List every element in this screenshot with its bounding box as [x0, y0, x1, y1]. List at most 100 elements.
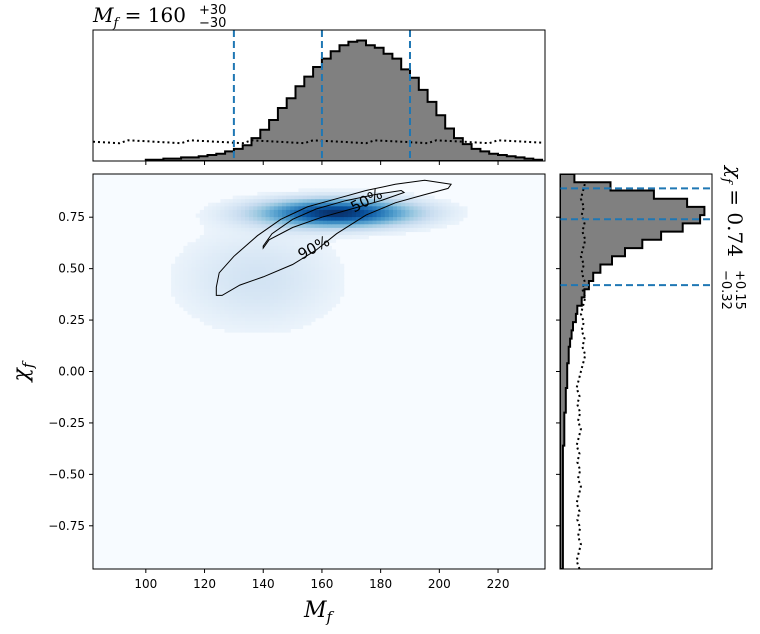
- heatmap-cell: [294, 292, 300, 297]
- heatmap-cell: [257, 274, 263, 279]
- heatmap-cell: [282, 267, 287, 272]
- heatmap-cell: [397, 220, 402, 225]
- heatmap-cell: [372, 199, 378, 204]
- right-marginal-title: χf = 0.74 +0.15 −0.32: [718, 164, 747, 310]
- heatmap-cell: [253, 202, 258, 207]
- heatmap-cell: [347, 191, 353, 197]
- heatmap-cell: [249, 310, 254, 315]
- heatmap-cell: [179, 253, 184, 258]
- heatmap-cell: [319, 270, 324, 276]
- heatmap-cell: [203, 206, 209, 211]
- heatmap-cell: [372, 191, 378, 197]
- heatmap-cell: [294, 274, 300, 279]
- heatmap-cell: [364, 220, 369, 225]
- heatmap-cell: [257, 292, 263, 297]
- heatmap-cell: [327, 191, 332, 197]
- heatmap-cell: [273, 281, 279, 286]
- heatmap-cell: [339, 224, 345, 229]
- heatmap-cell: [364, 231, 369, 236]
- heatmap-cell: [306, 224, 312, 229]
- heatmap-cell: [306, 188, 312, 193]
- heatmap-cell: [240, 227, 246, 233]
- heatmap-cell: [376, 202, 382, 207]
- heatmap-cell: [392, 199, 398, 204]
- heatmap-cell: [249, 321, 254, 326]
- heatmap-cell: [298, 274, 304, 279]
- heatmap-cell: [269, 303, 275, 308]
- heatmap-cell: [388, 195, 394, 200]
- heatmap-cell: [319, 263, 324, 268]
- heatmap-cell: [401, 217, 406, 222]
- heatmap-cell: [331, 263, 337, 268]
- heatmap-cell: [290, 253, 295, 258]
- heatmap-cell: [195, 260, 201, 265]
- heatmap-cell: [286, 217, 291, 222]
- x-tick-label: 180: [369, 577, 392, 591]
- heatmap-cell: [245, 213, 250, 218]
- heatmap-cell: [245, 245, 250, 251]
- heatmap-cell: [298, 249, 304, 254]
- heatmap-cell: [290, 256, 295, 261]
- heatmap-cell: [183, 274, 189, 279]
- heatmap-cell: [220, 303, 226, 308]
- heatmap-cell: [314, 288, 320, 294]
- heatmap-cell: [269, 199, 275, 204]
- heatmap-cell: [191, 281, 197, 286]
- y-tick-label: 0.75: [58, 210, 85, 224]
- heatmap-cell: [236, 288, 242, 294]
- heatmap-cell: [302, 199, 308, 204]
- heatmap-cell: [183, 285, 189, 290]
- heatmap-cell: [191, 253, 197, 258]
- heatmap-cell: [454, 206, 460, 211]
- heatmap-cell: [339, 206, 345, 211]
- heatmap-cell: [224, 245, 230, 251]
- heatmap-cell: [220, 231, 226, 236]
- heatmap-cell: [273, 217, 279, 222]
- heatmap-cell: [269, 288, 275, 294]
- heatmap-cell: [187, 278, 193, 283]
- heatmap-cell: [253, 249, 258, 254]
- heatmap-cell: [319, 260, 324, 265]
- heatmap-cell: [265, 303, 271, 308]
- heatmap-cell: [224, 242, 230, 247]
- heatmap-cell: [220, 299, 226, 304]
- heatmap-cell: [236, 292, 242, 297]
- heatmap-cell: [249, 217, 254, 222]
- right-histogram-bars: [560, 174, 706, 569]
- heatmap-cell: [175, 278, 180, 283]
- heatmap-cell: [245, 317, 250, 322]
- heatmap-cell: [232, 209, 238, 215]
- heatmap-cell: [212, 217, 217, 222]
- heatmap-cell: [392, 217, 398, 222]
- heatmap-cell: [249, 253, 254, 258]
- heatmap-cell: [310, 191, 316, 197]
- heatmap-cell: [310, 296, 316, 301]
- heatmap-cell: [224, 310, 230, 315]
- heatmap-cell: [216, 238, 221, 243]
- heatmap-cell: [183, 296, 189, 301]
- heatmap-cell: [331, 220, 337, 225]
- heatmap-cell: [195, 306, 201, 312]
- heatmap-cell: [327, 256, 332, 261]
- heatmap-cell: [372, 227, 378, 233]
- heatmap-cell: [179, 274, 184, 279]
- heatmap-cell: [347, 213, 353, 218]
- heatmap-cell: [191, 270, 197, 276]
- heatmap-cell: [347, 188, 353, 193]
- heatmap-cell: [335, 231, 341, 236]
- heatmap-cell: [405, 195, 410, 200]
- heatmap-cell: [331, 195, 337, 200]
- heatmap-cell: [429, 206, 435, 211]
- heatmap-cell: [298, 217, 304, 222]
- heatmap-cell: [175, 288, 180, 294]
- heatmap-cell: [195, 249, 201, 254]
- heatmap-cell: [224, 253, 230, 258]
- heatmap-cell: [372, 217, 378, 222]
- heatmap-cell: [269, 260, 275, 265]
- heatmap-cell: [290, 242, 295, 247]
- heatmap-cell: [286, 245, 291, 251]
- heatmap-cell: [282, 260, 287, 265]
- heatmap-cell: [224, 263, 230, 268]
- heatmap-cell: [294, 231, 300, 236]
- heatmap-cell: [208, 306, 213, 312]
